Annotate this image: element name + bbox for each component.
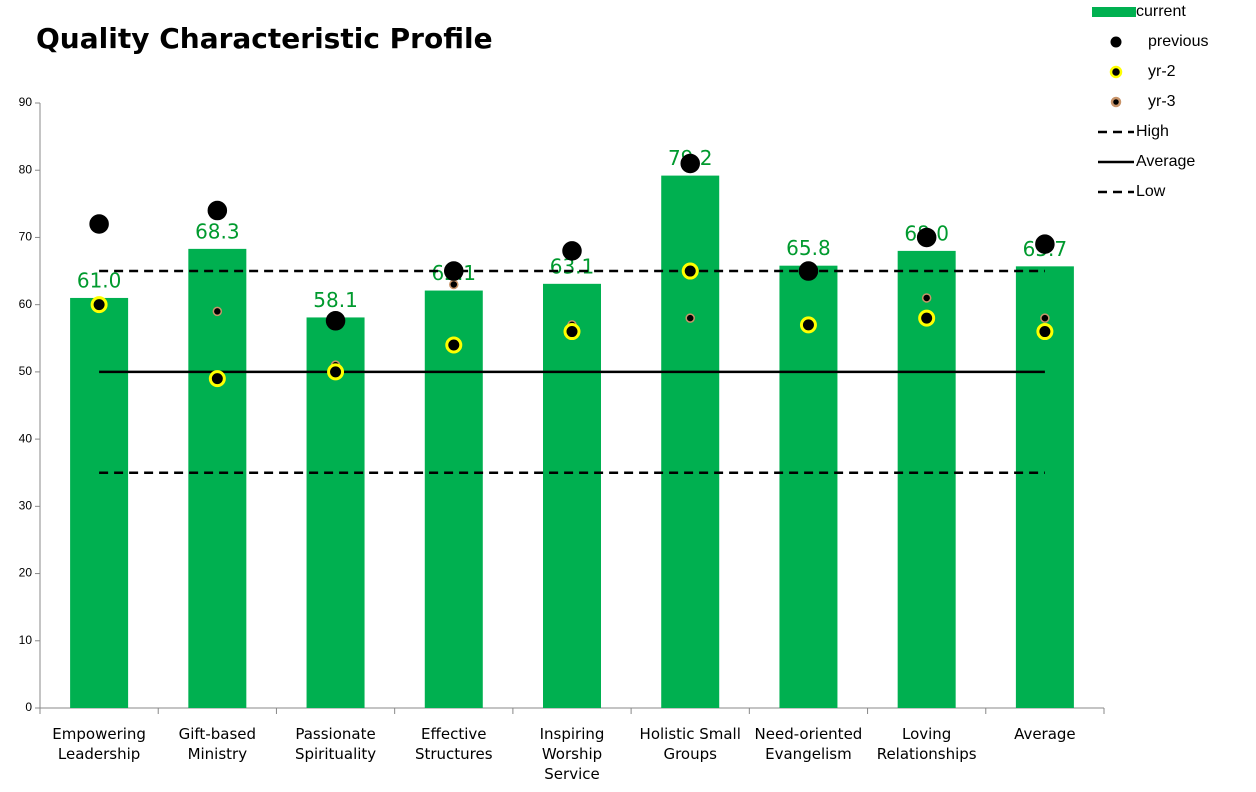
legend-label: Low bbox=[1136, 183, 1166, 200]
point bbox=[89, 214, 109, 234]
point bbox=[449, 279, 459, 290]
bar bbox=[306, 317, 365, 708]
legend-label: previous bbox=[1148, 33, 1208, 50]
point bbox=[445, 336, 463, 354]
chart-title: Quality Characteristic Profile bbox=[36, 22, 493, 55]
x-tick-label: Average bbox=[1014, 725, 1076, 743]
legend-label: yr-3 bbox=[1148, 93, 1176, 110]
x-tick-label: Need-oriented Evangelism bbox=[754, 725, 863, 763]
legend-swatch bbox=[1110, 96, 1122, 108]
point bbox=[685, 313, 695, 323]
data-label: 61.0 bbox=[77, 268, 122, 292]
data-label: 68.3 bbox=[195, 219, 240, 243]
y-tick-label: 70 bbox=[19, 230, 33, 244]
bar bbox=[779, 265, 838, 708]
y-tick-label: 30 bbox=[19, 499, 33, 513]
legend-label: current bbox=[1136, 3, 1186, 20]
point bbox=[1035, 234, 1055, 254]
point bbox=[918, 309, 936, 327]
point bbox=[325, 311, 346, 331]
x-tick-label: Gift-based Ministry bbox=[178, 725, 257, 763]
point bbox=[680, 153, 700, 174]
legend-label: yr-2 bbox=[1148, 63, 1176, 80]
data-label: 65.8 bbox=[786, 236, 831, 260]
point bbox=[1036, 323, 1054, 341]
point bbox=[208, 370, 226, 388]
legend-swatch bbox=[1109, 65, 1123, 79]
x-tick-label: Empowering Leadership bbox=[52, 725, 146, 763]
y-tick-label: 90 bbox=[19, 95, 33, 109]
point bbox=[212, 306, 223, 317]
point bbox=[1040, 313, 1050, 323]
point bbox=[798, 261, 819, 281]
bar bbox=[661, 175, 720, 709]
x-tick-label: Effective Structures bbox=[414, 725, 493, 763]
x-tick-label: Loving Relationships bbox=[876, 725, 977, 763]
y-tick-label: 0 bbox=[25, 700, 32, 714]
legend-swatch bbox=[1092, 7, 1136, 17]
point bbox=[563, 323, 581, 341]
legend-swatch bbox=[1110, 36, 1122, 48]
bar bbox=[424, 290, 483, 708]
legend-label: High bbox=[1136, 123, 1169, 140]
x-tick-label: Inspiring Worship Service bbox=[539, 725, 605, 783]
y-tick-label: 80 bbox=[19, 162, 33, 176]
bar bbox=[70, 297, 129, 708]
legend-label: Average bbox=[1136, 153, 1195, 170]
y-tick-label: 60 bbox=[19, 297, 33, 311]
point bbox=[916, 227, 937, 248]
bar bbox=[543, 283, 601, 708]
data-label: 58.1 bbox=[313, 288, 358, 312]
x-tick-label: Passionate Spirituality bbox=[294, 725, 377, 763]
bar bbox=[897, 250, 956, 708]
point bbox=[327, 363, 345, 381]
point bbox=[921, 293, 932, 303]
point bbox=[799, 316, 817, 334]
point bbox=[444, 261, 464, 281]
bar bbox=[188, 248, 247, 708]
y-tick-label: 20 bbox=[19, 566, 33, 580]
point bbox=[207, 200, 228, 221]
point bbox=[90, 296, 108, 314]
point bbox=[681, 262, 699, 280]
y-tick-label: 50 bbox=[19, 364, 33, 378]
x-tick-label: Holistic Small Groups bbox=[639, 725, 741, 763]
y-tick-label: 10 bbox=[19, 633, 33, 647]
point bbox=[562, 241, 582, 261]
y-tick-label: 40 bbox=[19, 431, 33, 445]
